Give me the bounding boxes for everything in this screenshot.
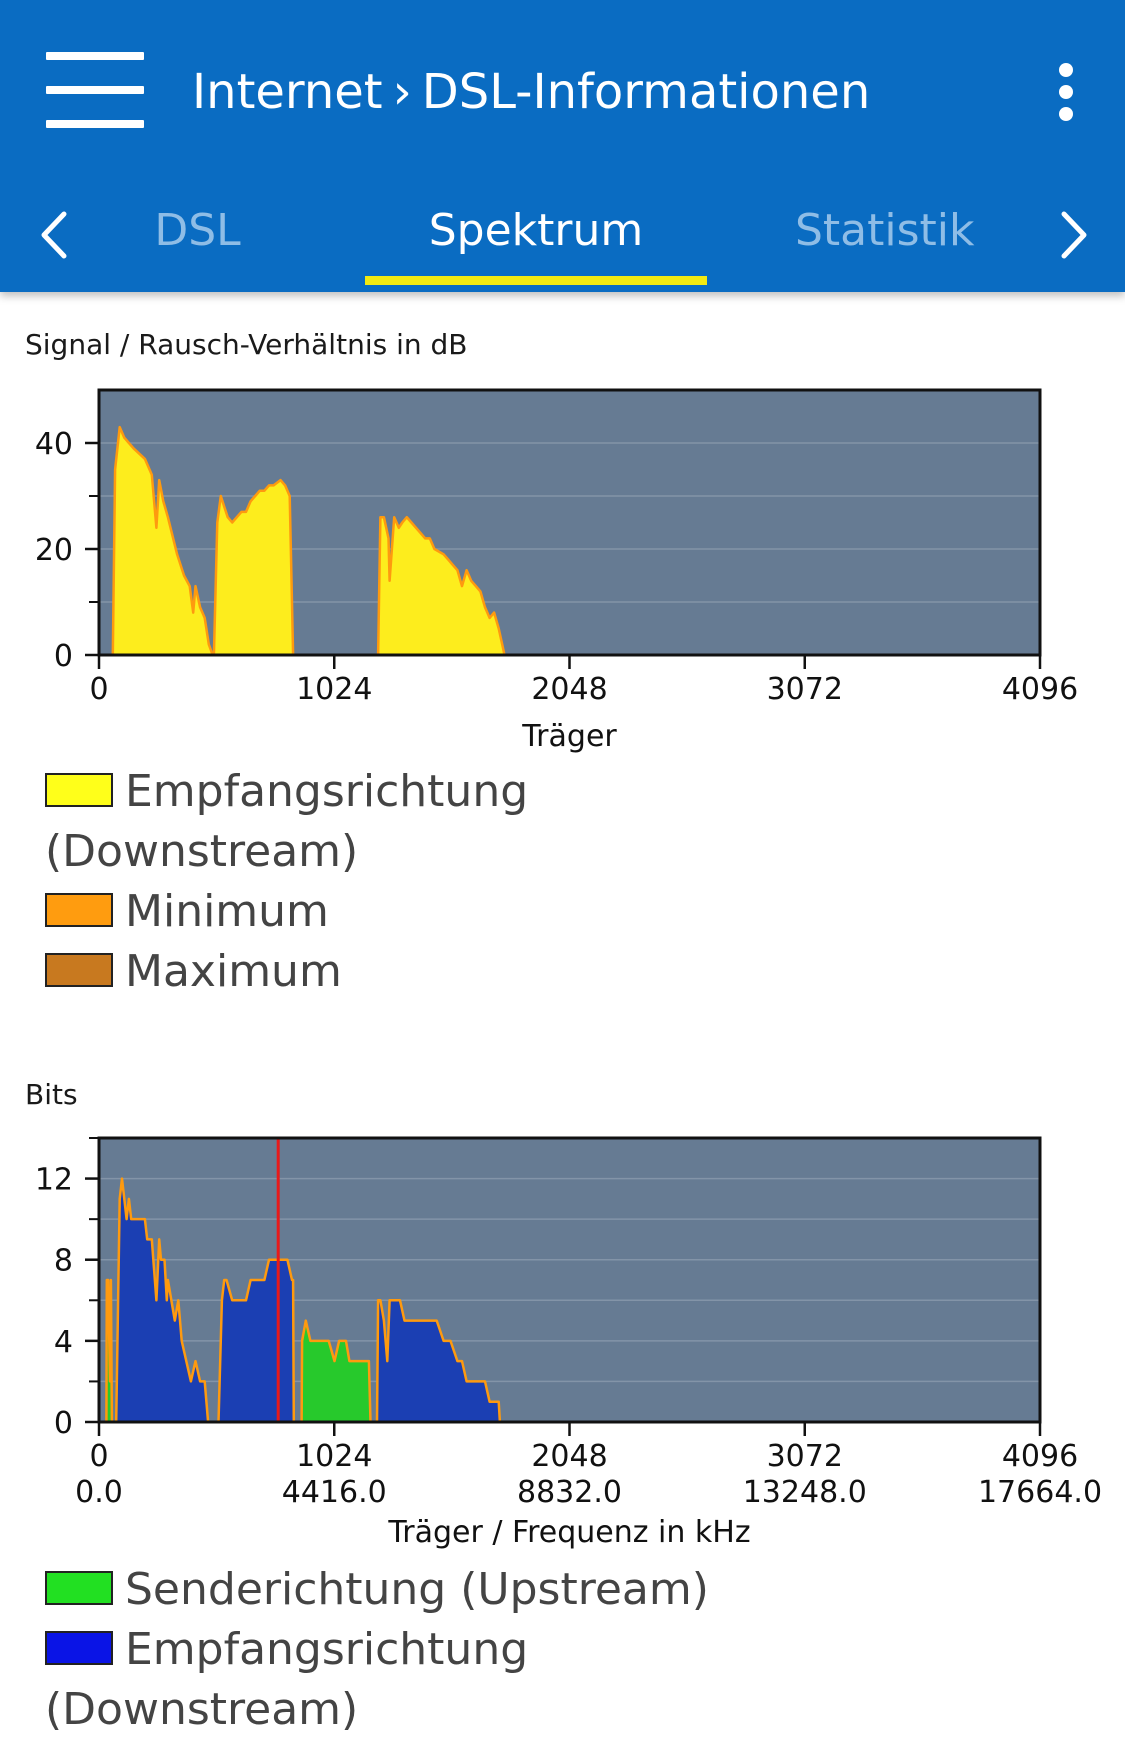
app-bar: Internet › DSL-Informationen DSL Spektrum … <box>0 0 1125 292</box>
x-tick-label: 0 <box>89 1439 108 1474</box>
bits-downstream-area <box>375 1299 502 1424</box>
snr-legend-swatch <box>45 773 113 807</box>
snr-legend-label: Maximum <box>125 946 342 997</box>
snr-legend-label: Empfangsrichtung <box>125 766 529 817</box>
bits-legend-label-continued: (Downstream) <box>45 1684 359 1735</box>
bits-upstream-area <box>300 1319 372 1424</box>
bits-legend-swatch <box>45 1631 113 1665</box>
bits-upstream-area <box>105 1278 114 1424</box>
tab-spektrum[interactable]: Spektrum <box>428 205 644 256</box>
x-freq-tick-label: 8832.0 <box>517 1475 622 1510</box>
x-tick-label: 2048 <box>531 1439 607 1474</box>
y-tick-label: 12 <box>35 1163 73 1198</box>
y-tick-label: 8 <box>54 1244 73 1279</box>
snr-chart-title: Signal / Rausch-Verhältnis in dB <box>25 328 468 361</box>
snr-legend-item: Minimum <box>45 882 1085 942</box>
x-axis-label: Träger <box>521 719 617 754</box>
chevron-left-icon[interactable] <box>28 200 84 270</box>
snr-downstream-area <box>111 425 215 657</box>
y-tick-label: 0 <box>54 639 73 674</box>
active-tab-indicator <box>365 276 707 285</box>
bits-legend: Senderichtung (Upstream) Empfangsrichtung… <box>45 1560 1085 1740</box>
snr-legend-label: Minimum <box>125 886 329 937</box>
x-axis-label: Träger / Frequenz in kHz <box>387 1515 750 1550</box>
snr-legend-swatch <box>45 893 113 927</box>
y-tick-label: 40 <box>35 427 73 462</box>
x-tick-label: 1024 <box>296 1439 372 1474</box>
bits-legend-label: Senderichtung (Upstream) <box>125 1564 709 1615</box>
x-tick-label: 0 <box>89 672 108 707</box>
snr-legend: Empfangsrichtung (Downstream) Minimum Maxim… <box>45 762 1085 1002</box>
bits-legend-swatch <box>45 1571 113 1605</box>
tab-dsl[interactable]: DSL <box>154 205 241 256</box>
snr-downstream-area <box>376 515 506 657</box>
bits-downstream-area <box>217 1258 296 1424</box>
hamburger-menu-icon[interactable] <box>46 52 144 128</box>
more-vertical-icon[interactable] <box>1054 60 1078 124</box>
chevron-right-icon[interactable] <box>1044 200 1100 270</box>
bits-chart-title: Bits <box>25 1078 78 1111</box>
snr-downstream-area <box>212 478 295 657</box>
x-freq-tick-label: 0.0 <box>75 1475 123 1510</box>
x-tick-label: 3072 <box>767 672 843 707</box>
y-tick-label: 4 <box>54 1325 73 1360</box>
x-tick-label: 4096 <box>1002 672 1078 707</box>
breadcrumb-internet[interactable]: Internet <box>192 64 383 120</box>
tab-statistik[interactable]: Statistik <box>795 205 975 256</box>
x-freq-tick-label: 13248.0 <box>743 1475 867 1510</box>
bits-downstream-area <box>114 1177 213 1424</box>
snr-legend-label-continued: (Downstream) <box>45 826 359 877</box>
breadcrumb-separator: › <box>392 64 412 120</box>
bits-legend-label: Empfangsrichtung <box>125 1624 529 1675</box>
snr-legend-item: Maximum <box>45 942 1085 1002</box>
snr-legend-swatch <box>45 953 113 987</box>
breadcrumb: Internet › DSL-Informationen <box>192 52 870 132</box>
x-tick-label: 3072 <box>767 1439 843 1474</box>
x-tick-label: 4096 <box>1002 1439 1078 1474</box>
y-tick-label: 20 <box>35 533 73 568</box>
x-tick-label: 1024 <box>296 672 372 707</box>
snr-chart: 0 20 40 0 1024 2048 3072 4096 Träger <box>35 388 1078 754</box>
x-freq-tick-label: 17664.0 <box>978 1475 1102 1510</box>
y-tick-label: 0 <box>54 1406 73 1441</box>
x-freq-tick-label: 4416.0 <box>282 1475 387 1510</box>
breadcrumb-current: DSL-Informationen <box>421 64 871 120</box>
x-tick-label: 2048 <box>531 672 607 707</box>
bits-legend-item: Senderichtung (Upstream) <box>45 1560 1085 1620</box>
bits-legend-item: Empfangsrichtung (Downstream) <box>45 1620 1085 1740</box>
snr-legend-item: Empfangsrichtung (Downstream) <box>45 762 1085 882</box>
